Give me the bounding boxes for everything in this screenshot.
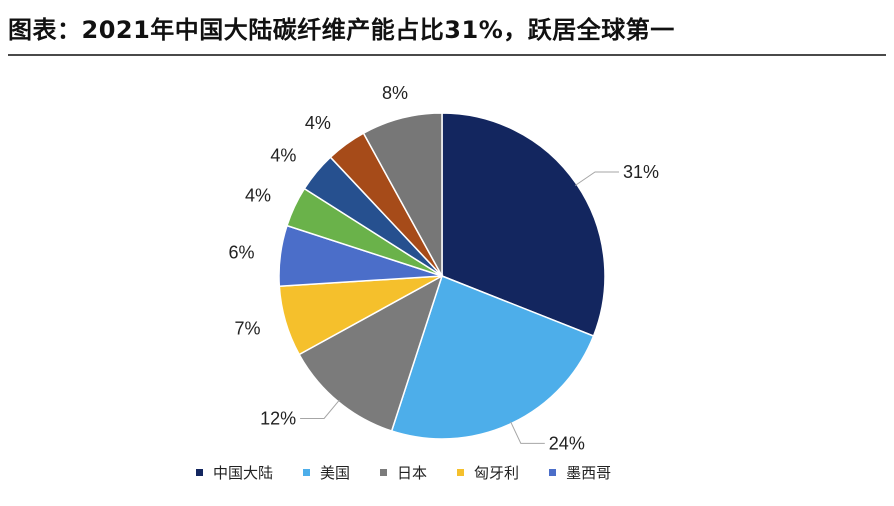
data-label: 12% [260,409,296,429]
data-label: 4% [245,186,271,206]
legend-label: 日本 [397,464,428,482]
legend-item: 美国 [303,462,350,483]
legend-swatch [549,469,557,476]
pie-slice [362,112,443,277]
data-label: 4% [270,146,296,166]
legend-item: 墨西哥 [549,462,611,483]
legend-item: 日本 [380,462,427,483]
leader-line [510,421,545,444]
legend-label: 美国 [320,464,351,482]
data-label: 6% [228,242,254,262]
legend-swatch [457,469,465,476]
legend-label: 中国大陆 [213,464,274,482]
data-label: 31% [623,162,659,182]
data-label: 8% [382,83,408,103]
legend-label: 匈牙利 [474,464,520,482]
legend-label: 墨西哥 [566,464,612,482]
data-label: 24% [549,433,585,453]
legend-item: 匈牙利 [457,462,519,483]
legend-swatch [380,469,388,476]
legend: 中国大陆 美国 日本 匈牙利 墨西哥 [196,462,611,483]
chart-title: 图表：2021年中国大陆碳纤维产能占比31%，跃居全球第一 [8,16,675,44]
leader-line [574,171,619,186]
legend-swatch [196,469,203,476]
data-label: 4% [305,113,331,133]
legend-item: 中国大陆 [196,462,273,483]
data-label: 7% [234,319,260,339]
leader-line [300,399,340,419]
legend-swatch [303,469,311,476]
title-divider [8,54,886,56]
